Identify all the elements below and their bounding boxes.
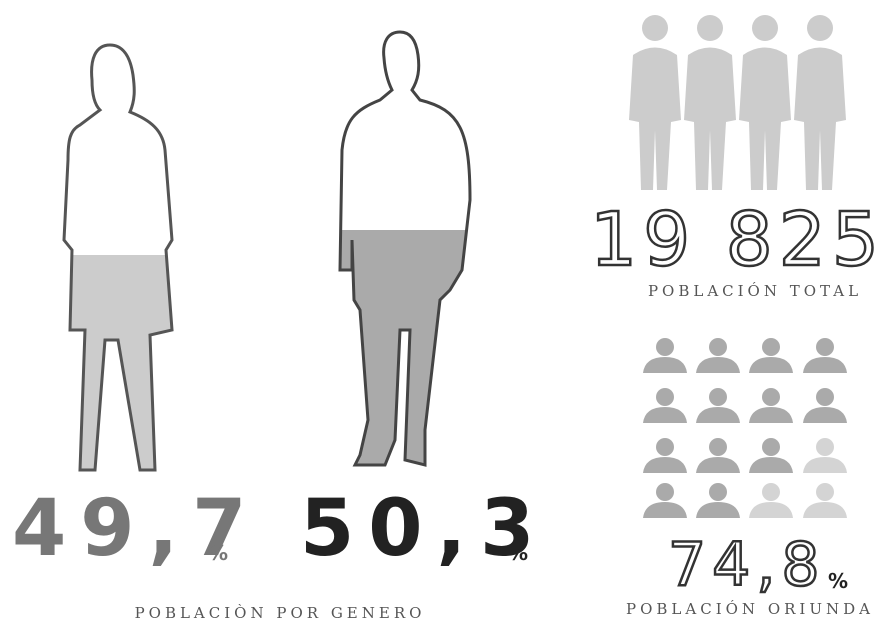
gender-caption: POBLACIÒN POR GENERO	[135, 604, 426, 622]
person-body	[803, 502, 847, 518]
female-unit: %	[208, 541, 228, 565]
people-grid	[643, 338, 847, 518]
infographic: 49,7 % 50,3 % POBLACIÒN POR GENERO 19 82…	[0, 0, 892, 623]
person-body	[803, 457, 847, 473]
female-figure	[55, 45, 185, 485]
male-figure	[330, 32, 480, 480]
native-caption: POBLACIÓN ORIUNDA	[626, 600, 874, 618]
person-head	[762, 338, 780, 356]
person-body	[643, 502, 687, 518]
person-body	[643, 457, 687, 473]
native-value: 74,8	[668, 530, 826, 600]
person-head	[656, 438, 674, 456]
person-body	[749, 502, 793, 518]
crowd-head	[697, 15, 723, 41]
total-caption: POBLACIÓN TOTAL	[648, 282, 862, 300]
person-head	[656, 388, 674, 406]
person-head	[709, 338, 727, 356]
crowd-body	[629, 48, 681, 191]
total-value: 19 825	[590, 197, 885, 283]
male-unit: %	[508, 541, 528, 565]
person-body	[696, 502, 740, 518]
person-head	[816, 338, 834, 356]
person-body	[749, 457, 793, 473]
person-head	[656, 338, 674, 356]
person-head	[709, 438, 727, 456]
person-head	[762, 438, 780, 456]
person-body	[749, 357, 793, 373]
person-head	[816, 438, 834, 456]
crowd-body	[794, 48, 846, 191]
crowd-body	[739, 48, 791, 191]
person-body	[696, 407, 740, 423]
person-body	[803, 357, 847, 373]
person-head	[709, 388, 727, 406]
person-body	[696, 457, 740, 473]
person-body	[696, 357, 740, 373]
person-body	[643, 407, 687, 423]
crowd-head	[752, 15, 778, 41]
person-head	[762, 388, 780, 406]
person-body	[643, 357, 687, 373]
person-head	[816, 483, 834, 501]
person-head	[762, 483, 780, 501]
crowd-icon	[629, 15, 846, 190]
person-head	[816, 388, 834, 406]
person-body	[803, 407, 847, 423]
person-head	[656, 483, 674, 501]
native-unit: %	[828, 569, 848, 593]
person-head	[709, 483, 727, 501]
person-body	[749, 407, 793, 423]
crowd-head	[807, 15, 833, 41]
crowd-body	[684, 48, 736, 191]
crowd-head	[642, 15, 668, 41]
